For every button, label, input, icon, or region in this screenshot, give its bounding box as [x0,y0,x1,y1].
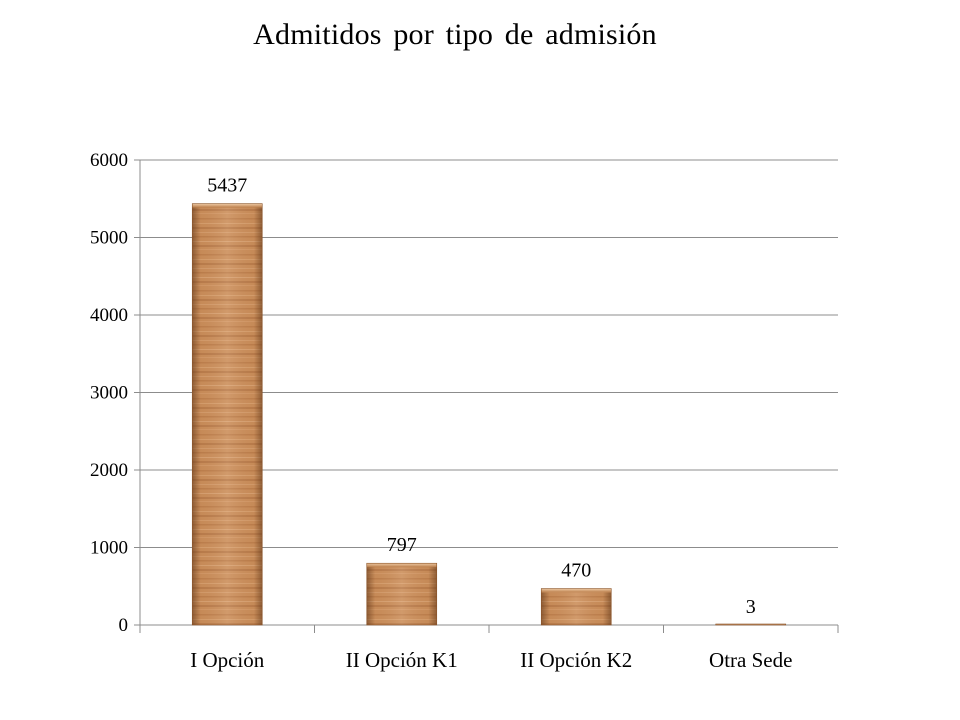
data-label: 5437 [207,175,247,197]
y-tick-label: 3000 [90,383,128,404]
bar-bevel [541,588,612,625]
bar-outline [191,203,263,626]
bars [191,203,787,626]
y-tick-label: 5000 [90,228,128,249]
data-label: 797 [387,534,417,556]
bar-bevel [192,203,263,625]
bar-top-edge [192,203,263,208]
x-tick-label: Otra Sede [709,648,792,672]
x-tick-label: II Opción K2 [520,648,632,672]
chart-title: Admitidos por tipo de admisión [253,18,657,51]
bar-outline [540,588,612,626]
y-tick-label: 1000 [90,538,128,559]
y-tick-label: 6000 [90,150,128,171]
y-tick-label: 4000 [90,305,128,326]
bar-top-edge [715,624,786,625]
bar [366,562,438,626]
x-tick-label: I Opción [190,648,265,672]
y-tick-label: 0 [119,615,129,636]
labels: 0 1000 2000 3000 4000 5000 6000 5437 I Opción 797… [90,150,792,672]
bar-outline [715,623,787,626]
bar [191,203,263,626]
x-tick-label: II Opción K1 [346,648,458,672]
data-label: 3 [746,596,756,618]
bar-top-edge [541,588,612,593]
bar [540,588,612,626]
bar-top-edge [366,563,437,568]
bar [715,623,787,626]
y-tick-label: 2000 [90,460,128,481]
data-label: 470 [561,560,591,582]
bar-bevel [366,563,437,625]
bar-outline [366,562,438,626]
